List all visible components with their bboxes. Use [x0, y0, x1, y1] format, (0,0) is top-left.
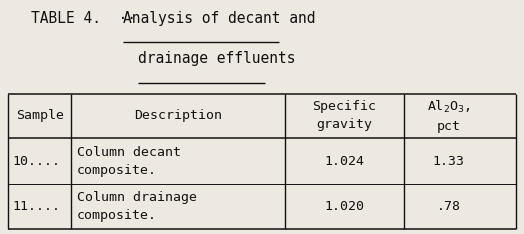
Text: 1.33: 1.33 [433, 155, 465, 168]
Text: 1.020: 1.020 [324, 200, 365, 213]
Text: 11....: 11.... [12, 200, 60, 213]
Text: Description: Description [134, 110, 222, 122]
Text: Sample: Sample [16, 110, 63, 122]
Text: .78: .78 [437, 200, 461, 213]
Text: Column decant
composite.: Column decant composite. [77, 146, 181, 177]
Text: Column drainage
composite.: Column drainage composite. [77, 191, 196, 222]
Text: Al$_2$O$_3$,
pct: Al$_2$O$_3$, pct [427, 99, 471, 133]
Text: Specific
gravity: Specific gravity [313, 100, 377, 132]
Text: Analysis of decant and: Analysis of decant and [123, 11, 316, 26]
Text: drainage effluents: drainage effluents [137, 51, 295, 66]
Text: 10....: 10.... [12, 155, 60, 168]
Text: 1.024: 1.024 [324, 155, 365, 168]
Text: TABLE 4.  ··: TABLE 4. ·· [31, 11, 145, 26]
